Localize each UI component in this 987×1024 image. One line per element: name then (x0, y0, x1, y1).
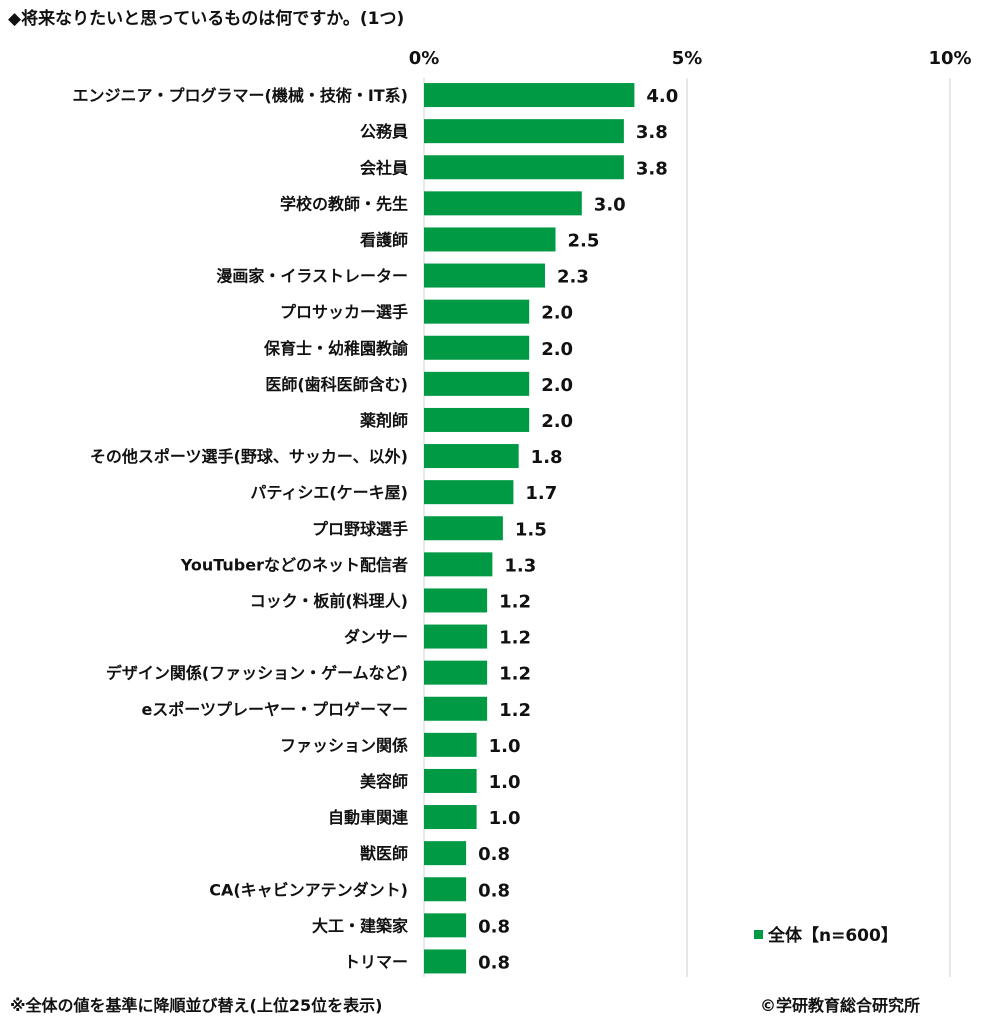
bar (424, 660, 488, 685)
x-tick-label: 0% (409, 48, 440, 69)
category-label: ファッション関係 (280, 736, 408, 755)
bar (424, 191, 582, 216)
category-label: トリマー (344, 952, 408, 971)
bar (424, 552, 493, 577)
category-label: パティシエ(ケーキ屋) (250, 483, 408, 502)
bar (424, 768, 477, 793)
category-label: 看護師 (359, 230, 408, 249)
category-label: YouTuberなどのネット配信者 (180, 555, 408, 574)
value-label: 1.2 (499, 591, 531, 612)
category-label: 自動車関連 (328, 808, 409, 827)
category-label: デザイン関係(ファッション・ゲームなど) (106, 664, 408, 683)
category-label: その他スポーツ選手(野球、サッカー、以外) (90, 447, 408, 466)
value-label: 4.0 (646, 86, 678, 107)
bar (424, 841, 467, 866)
bar (424, 877, 467, 902)
bar (424, 588, 488, 613)
category-label: コック・板前(料理人) (250, 591, 408, 610)
category-label: 医師(歯科医師含む) (265, 375, 408, 394)
category-label: プロサッカー選手 (280, 303, 408, 322)
value-label: 1.2 (499, 628, 531, 649)
category-label: 保育士・幼稚園教諭 (263, 339, 409, 358)
value-label: 2.0 (541, 303, 573, 324)
x-tick-label: 10% (928, 48, 971, 69)
bar (424, 913, 467, 938)
category-label: 公務員 (360, 122, 408, 141)
chart-title: ◆将来なりたいと思っているものは何ですか。(1つ) (8, 9, 405, 29)
value-label: 1.2 (499, 664, 531, 685)
category-label: プロ野球選手 (312, 519, 408, 538)
value-label: 2.0 (541, 375, 573, 396)
bar (424, 444, 519, 469)
value-label: 1.0 (489, 808, 521, 829)
bar (424, 696, 488, 721)
bar (424, 371, 530, 396)
value-label: 2.3 (557, 267, 589, 288)
value-label: 2.5 (568, 230, 600, 251)
value-label: 2.0 (541, 411, 573, 432)
value-label: 0.8 (478, 952, 510, 973)
bar (424, 516, 503, 541)
bar-chart: 0% 5% 10% エンジニア・プログラマー(機械・技術・IT系) 公務員会社員学校の… (73, 48, 972, 977)
bar (424, 227, 556, 252)
value-label: 1.3 (504, 555, 536, 576)
bar (424, 335, 530, 360)
x-tick-label: 5% (672, 48, 703, 69)
value-label: 2.0 (541, 339, 573, 360)
value-label: 1.0 (489, 736, 521, 757)
value-label: 1.8 (531, 447, 563, 468)
value-label: 3.8 (636, 158, 668, 179)
value-label: 1.7 (525, 483, 557, 504)
value-label: 1.5 (515, 519, 547, 540)
legend-swatch (754, 930, 763, 939)
bar (424, 263, 545, 288)
category-label: 美容師 (360, 772, 408, 791)
value-label: 0.8 (478, 916, 510, 937)
bar (424, 155, 624, 180)
x-axis-ticks: 0% 5% 10% (409, 48, 972, 69)
bar (424, 732, 477, 757)
category-label: エンジニア・プログラマー(機械・技術・IT系) (73, 86, 409, 105)
category-label: 会社員 (360, 158, 408, 177)
category-label: CA(キャビンアテンダント) (209, 880, 408, 899)
footnote: ※全体の値を基準に降順並び替え(上位25位を表示) (10, 996, 383, 1015)
category-label: 漫画家・イラストレーター (216, 267, 408, 286)
bars (424, 83, 635, 974)
bar (424, 299, 530, 324)
category-label: 大工・建築家 (312, 916, 409, 935)
value-label: 1.0 (489, 772, 521, 793)
value-label: 0.8 (478, 844, 510, 865)
category-label: ダンサー (344, 628, 408, 647)
category-labels: エンジニア・プログラマー(機械・技術・IT系) 公務員会社員学校の教師・先生看護師… (73, 86, 409, 971)
legend: 全体【n=600】 (754, 925, 898, 946)
category-label: 薬剤師 (359, 411, 408, 430)
value-label: 3.8 (636, 122, 668, 143)
category-label: 学校の教師・先生 (280, 194, 408, 213)
bar (424, 480, 514, 505)
category-label: eスポーツプレーヤー・プロゲーマー (141, 700, 408, 719)
bar (424, 407, 530, 432)
value-label: 1.2 (499, 700, 531, 721)
bar (424, 119, 624, 144)
bar (424, 805, 477, 830)
value-label: 3.0 (594, 194, 626, 215)
copyright: ©学研教育総合研究所 (760, 996, 921, 1015)
category-label: 獣医師 (360, 844, 408, 863)
bar (424, 949, 467, 974)
bar (424, 624, 488, 649)
bar (424, 83, 635, 108)
legend-label: 全体【n=600】 (767, 925, 898, 946)
value-labels: 4.0 3.8 3.8 3.0 2.5 2.3 2.0 2.0 2.0 2.0 1.8 1.7 1.5 1… (478, 86, 678, 973)
value-label: 0.8 (478, 880, 510, 901)
